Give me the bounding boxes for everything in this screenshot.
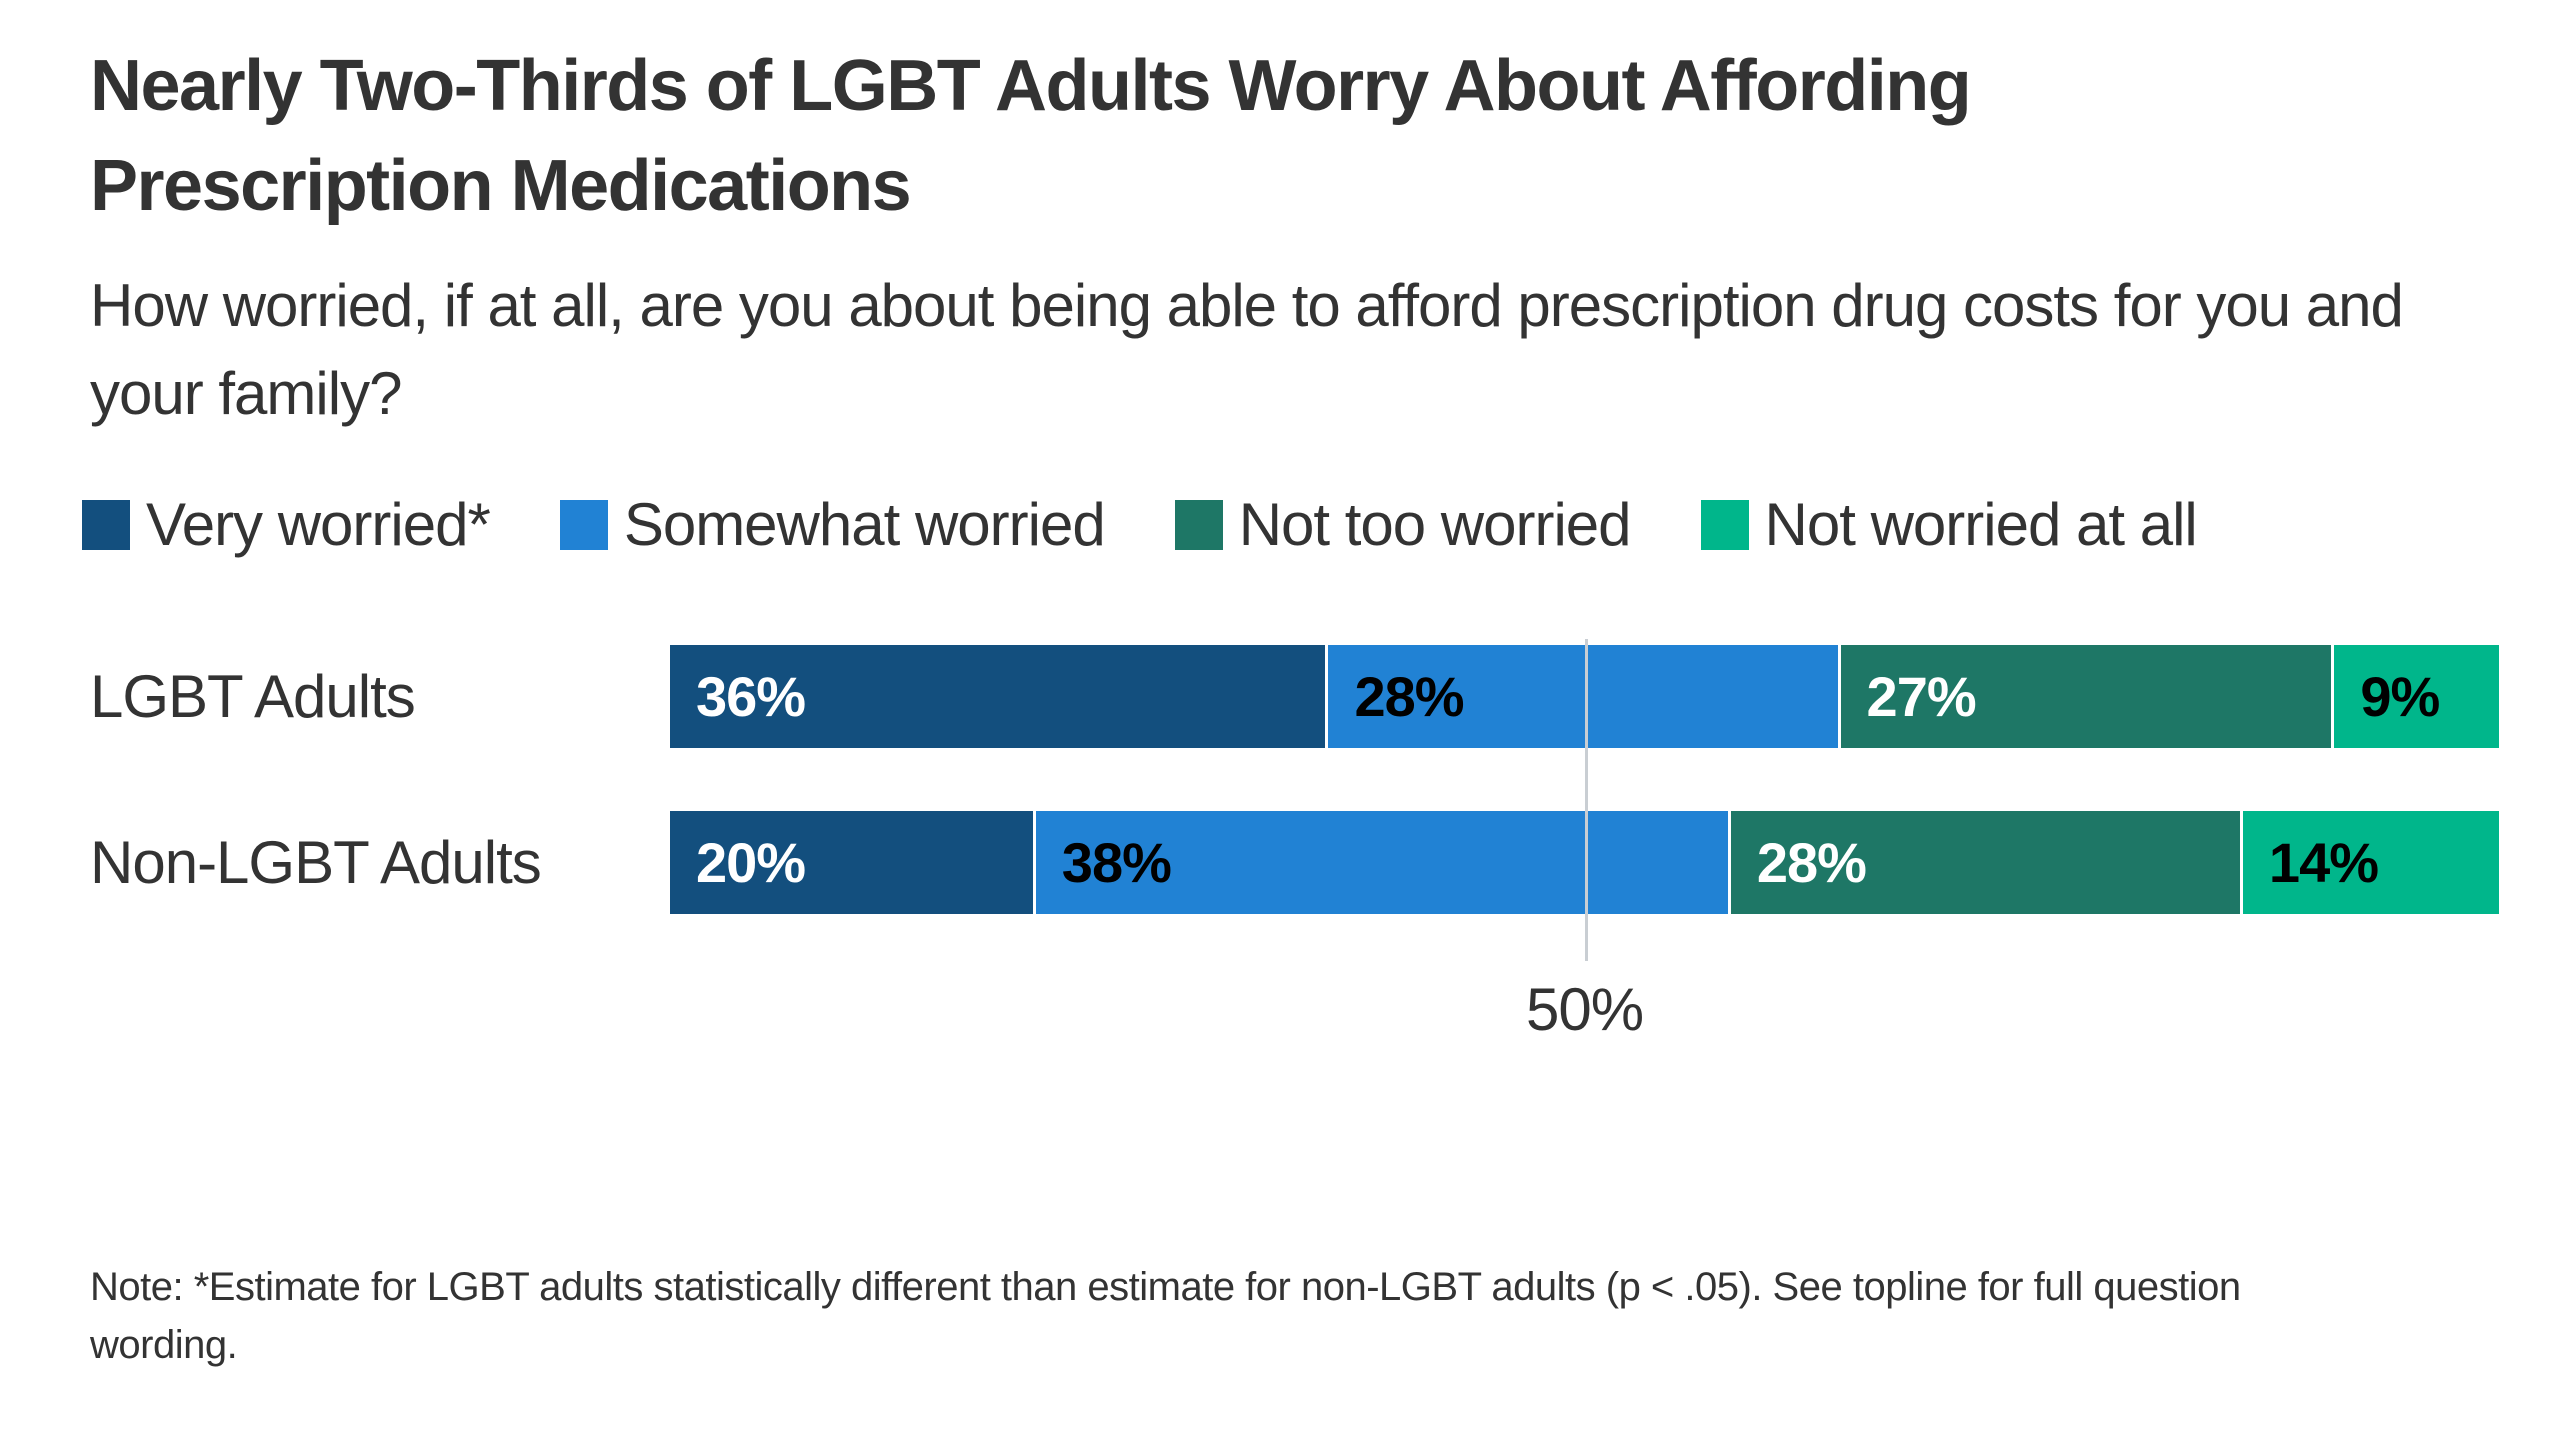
legend-swatch-icon [1700, 499, 1749, 550]
bar-row: Non-LGBT Adults 20% 38% 28% 14% [90, 811, 2499, 914]
stacked-bar-chart: LGBT Adults 36% 28% 27% 9% Non-LGBT Adults 20%… [90, 639, 2499, 1043]
bar-segment: 28% [1328, 645, 1841, 748]
segment-value-label: 36% [696, 665, 806, 728]
row-label: LGBT Adults [90, 663, 416, 730]
legend-swatch-icon [82, 499, 130, 550]
segment-value-label: 27% [1866, 665, 1977, 728]
stacked-bar: 20% 38% 28% 14% [670, 811, 2499, 914]
legend-label: Not too worried [1238, 491, 1632, 558]
chart-question-subtitle: How worried, if at all, are you about be… [90, 272, 2404, 427]
legend-label: Not worried at all [1764, 491, 2198, 558]
legend-swatch-icon [559, 499, 608, 550]
legend-item: Not worried at all [1700, 490, 2198, 559]
bar-segment: 38% [1035, 811, 1731, 914]
segment-value-label: 20% [696, 831, 806, 894]
reference-line-50 [1584, 639, 1588, 961]
reference-line-label: 50% [1525, 976, 1644, 1043]
segment-value-label: 28% [1354, 665, 1464, 728]
bar-segment: 9% [2334, 645, 2499, 748]
segment-value-label: 38% [1061, 831, 1172, 894]
bar-segment: 36% [670, 645, 1329, 748]
legend-item: Not too worried [1174, 490, 1632, 559]
stacked-bar: 36% 28% 27% 9% [670, 645, 2499, 748]
legend-label: Very worried* [146, 491, 491, 558]
segment-value-label: 9% [2360, 665, 2440, 728]
segment-value-label: 14% [2268, 831, 2379, 894]
segment-value-label: 28% [1756, 831, 1867, 894]
bar-segment: 20% [670, 811, 1036, 914]
page-title: Nearly Two-Thirds of LGBT Adults Worry A… [90, 46, 1972, 226]
bar-row: LGBT Adults 36% 28% 27% 9% [90, 645, 2499, 748]
legend-item: Very worried* [82, 490, 491, 559]
legend-swatch-icon [1174, 499, 1223, 550]
bar-segment: 27% [1840, 645, 2335, 748]
footnote: Note: *Estimate for LGBT adults statisti… [90, 1265, 2241, 1367]
bar-segment: 28% [1730, 811, 2243, 914]
legend-label: Somewhat worried [623, 491, 1106, 558]
legend: Very worried* Somewhat worried Not too wor… [82, 490, 2198, 559]
row-label: Non-LGBT Adults [90, 829, 542, 896]
bar-segment: 14% [2242, 811, 2499, 914]
legend-item: Somewhat worried [559, 490, 1106, 559]
